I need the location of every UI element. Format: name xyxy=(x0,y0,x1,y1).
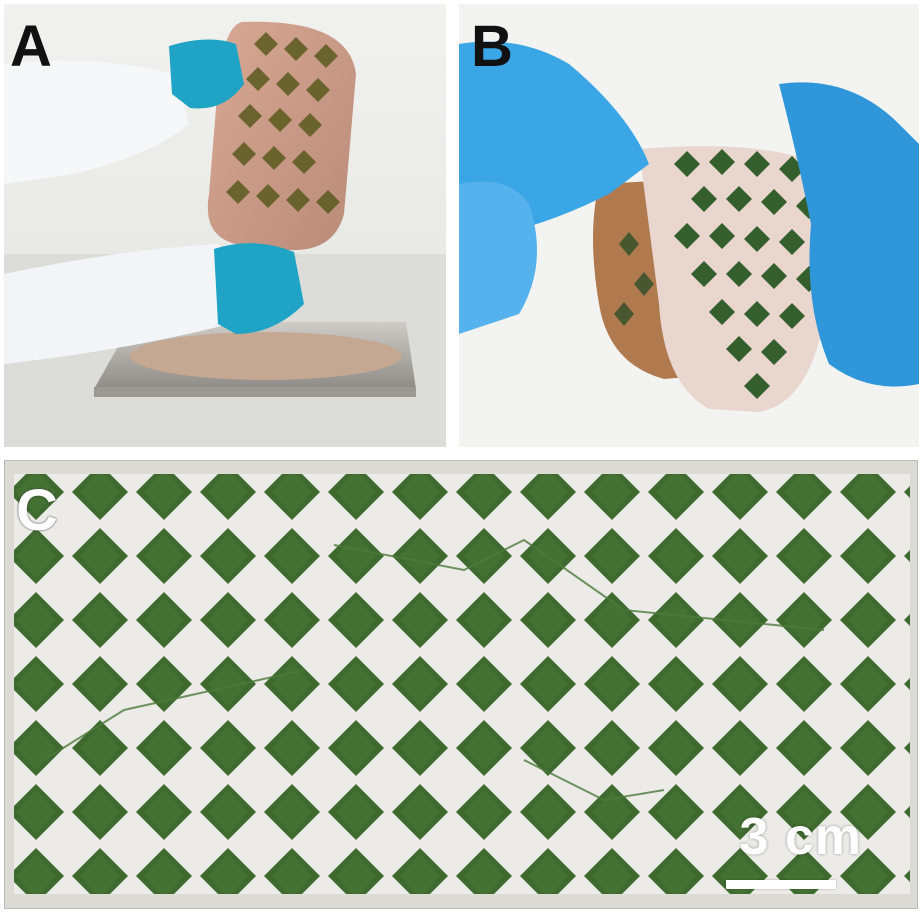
panel-a-image xyxy=(4,4,446,447)
panel-label-c: C xyxy=(16,478,58,543)
scale-bar xyxy=(726,880,836,889)
panel-a-photo: A xyxy=(4,4,446,447)
panel-b-image xyxy=(459,4,919,447)
panel-label-b: B xyxy=(471,14,513,79)
panel-label-a: A xyxy=(10,14,52,79)
panel-c-photo: C 3 cm xyxy=(4,460,918,909)
panel-c-image xyxy=(4,460,918,909)
scale-bar-label: 3 cm xyxy=(739,808,862,866)
panel-b-photo: B xyxy=(459,4,919,447)
